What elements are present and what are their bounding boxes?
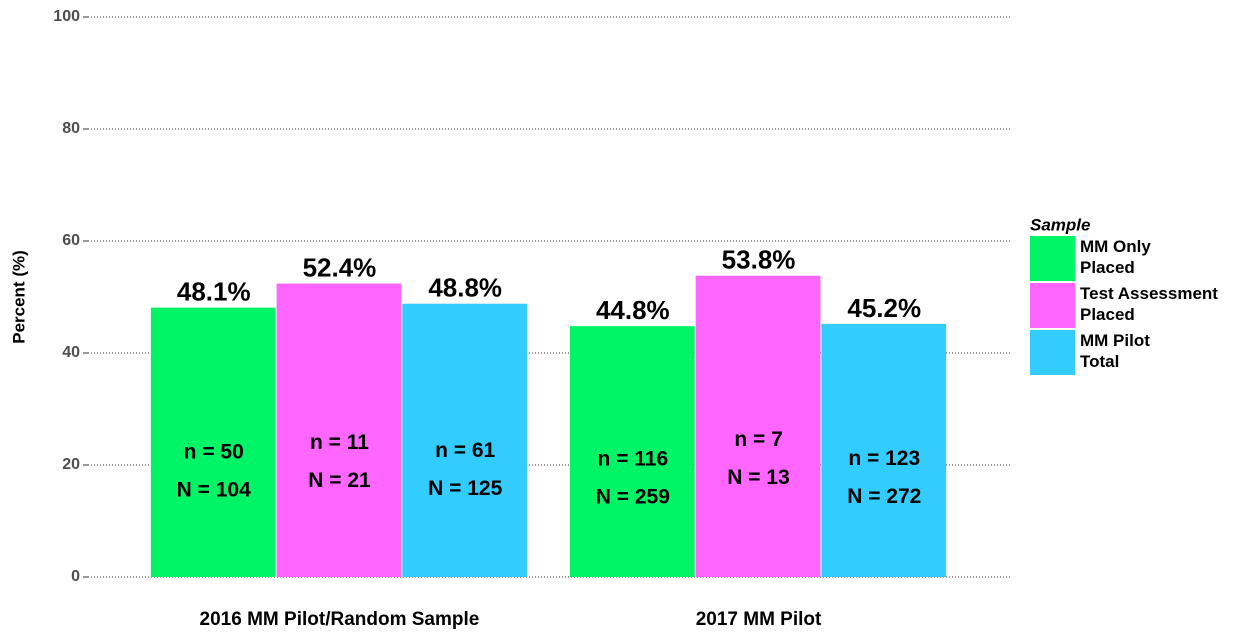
x-tick-label: 2017 MM Pilot bbox=[696, 609, 822, 630]
inner-label: N = 104 bbox=[177, 478, 251, 501]
value-label: 44.8% bbox=[596, 295, 670, 325]
legend-label: MM Pilot Total bbox=[1080, 331, 1150, 371]
value-label: 45.2% bbox=[847, 293, 921, 323]
y-axis-label: Percent (%) bbox=[9, 250, 28, 344]
y-tick-label: 80 bbox=[62, 120, 80, 137]
legend-swatch bbox=[1030, 236, 1075, 281]
inner-label: N = 21 bbox=[308, 469, 371, 492]
inner-label: n = 7 bbox=[734, 428, 782, 451]
bar bbox=[150, 307, 276, 577]
legend-swatch bbox=[1030, 283, 1075, 328]
value-label: 48.1% bbox=[177, 277, 251, 307]
bar bbox=[569, 326, 695, 577]
bar bbox=[402, 303, 528, 577]
inner-label: n = 50 bbox=[184, 440, 244, 463]
inner-label: n = 11 bbox=[310, 431, 369, 454]
bar bbox=[821, 323, 947, 577]
legend-label: MM Only Placed bbox=[1080, 237, 1151, 277]
value-label: 48.8% bbox=[428, 273, 502, 303]
y-tick-label: 0 bbox=[71, 568, 80, 585]
value-label: 53.8% bbox=[722, 245, 796, 275]
bar bbox=[695, 275, 821, 577]
legend-label: Test Assessment Placed bbox=[1080, 284, 1218, 324]
x-tick-label: 2016 MM Pilot/Random Sample bbox=[200, 609, 480, 630]
value-label: 52.4% bbox=[303, 252, 377, 282]
inner-label: n = 123 bbox=[848, 447, 920, 470]
y-tick-label: 100 bbox=[53, 8, 80, 25]
y-tick-label: 20 bbox=[62, 456, 80, 473]
inner-label: N = 259 bbox=[596, 486, 670, 509]
inner-label: N = 125 bbox=[428, 477, 502, 500]
legend-swatch bbox=[1030, 330, 1075, 375]
inner-label: N = 13 bbox=[727, 466, 789, 489]
inner-label: N = 272 bbox=[847, 485, 921, 508]
legend-title: Sample bbox=[1030, 215, 1090, 234]
bar bbox=[276, 283, 402, 577]
y-tick-label: 60 bbox=[62, 232, 80, 249]
y-tick-label: 40 bbox=[62, 344, 80, 361]
inner-label: n = 61 bbox=[435, 439, 495, 462]
inner-label: n = 116 bbox=[597, 448, 668, 471]
